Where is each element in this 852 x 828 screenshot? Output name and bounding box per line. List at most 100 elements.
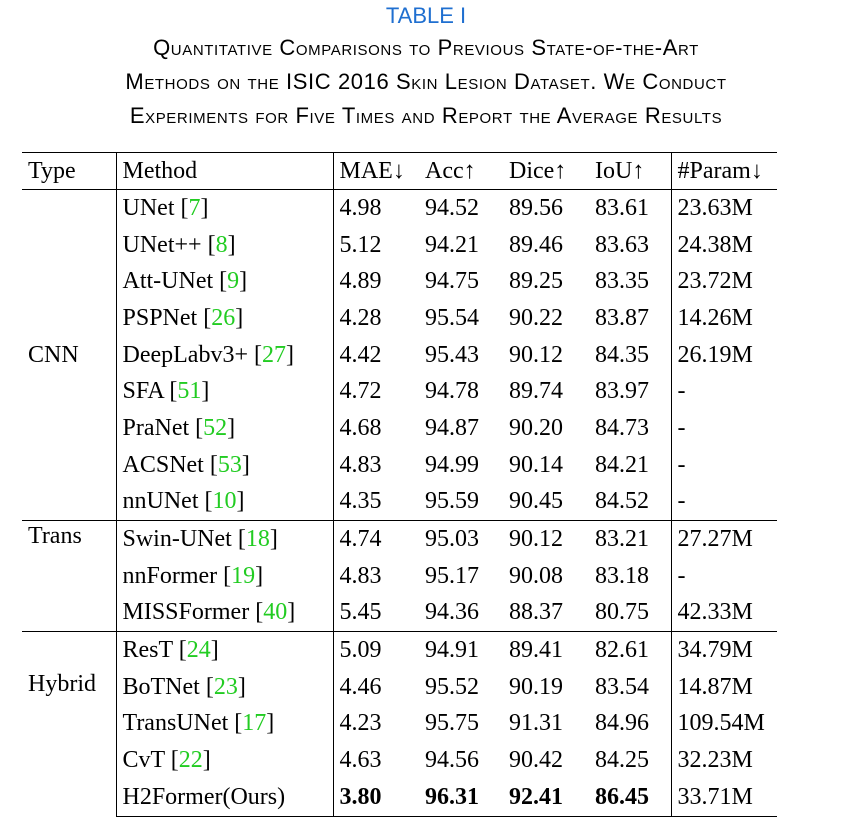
acc-cell: 94.78 [425, 378, 479, 405]
acc-cell: 94.52 [425, 194, 479, 221]
method-name: Att-UNet [122, 268, 214, 295]
citation-link[interactable]: 8 [215, 231, 228, 258]
citation-link[interactable]: 40 [263, 599, 288, 626]
method-name: PraNet [122, 414, 190, 441]
table-row: MISSFormer [40] 5.45 94.36 88.37 80.75 4… [22, 594, 777, 632]
method-cell: CvT [22] [115, 742, 333, 779]
dice-cell: 90.08 [509, 562, 563, 589]
dice-cell: 90.12 [503, 520, 589, 558]
iou-cell: 84.73 [595, 414, 649, 441]
citation-link[interactable]: 52 [203, 414, 228, 441]
method-name: nnFormer [122, 562, 218, 589]
dice-cell: 90.20 [509, 414, 563, 441]
iou-cell: 84.25 [595, 747, 649, 774]
group-label-trans: Trans [22, 520, 116, 632]
mae-cell: 4.63 [332, 742, 419, 779]
param-cell: - [670, 373, 777, 411]
iou-cell: 83.35 [595, 268, 649, 295]
method-name: TransUNet [122, 710, 229, 737]
citation-link[interactable]: 26 [211, 304, 236, 331]
param-cell: - [670, 446, 777, 484]
dice-cell-best: 92.41 [503, 779, 589, 817]
method-cell: ACSNet [53] [115, 446, 333, 484]
citation-link[interactable]: 23 [213, 673, 238, 700]
table-number: TABLE I [385, 3, 467, 28]
param-cell: 14.26M [670, 300, 777, 337]
method-name: UNet++ [122, 231, 202, 258]
acc-cell: 94.21 [425, 231, 479, 258]
method-cell: nnUNet [10] [115, 483, 333, 521]
acc-cell-best: 96.31 [419, 779, 503, 817]
citation-link[interactable]: 9 [227, 268, 240, 295]
citation-link[interactable]: 18 [245, 526, 270, 553]
citation-link[interactable]: 17 [242, 710, 267, 737]
param-cell: 23.72M [670, 263, 777, 301]
dice-cell: 91.31 [509, 710, 563, 737]
citation-link[interactable]: 27 [261, 341, 286, 368]
citation-link[interactable]: 53 [217, 451, 242, 478]
iou-cell: 83.54 [595, 673, 649, 700]
param-cell: - [670, 483, 777, 521]
method-name: DeepLabv3+ [122, 341, 248, 368]
citation-link[interactable]: 24 [186, 637, 211, 664]
citation-link[interactable]: 51 [177, 378, 202, 405]
table-row: SFA [51] 4.72 94.78 89.74 83.97 - [22, 373, 777, 411]
param-cell: 42.33M [670, 594, 777, 632]
method-name: ResT [122, 637, 173, 664]
acc-cell: 94.99 [425, 451, 479, 478]
method-cell: PSPNet [26] [115, 300, 333, 337]
method-name: UNet [122, 194, 175, 221]
method-name: ACSNet [122, 451, 204, 478]
method-name: H2Former(Ours) [122, 783, 286, 810]
citation-link[interactable]: 7 [188, 194, 201, 221]
citation-link[interactable]: 22 [178, 747, 203, 774]
header-iou: IoU↑ [589, 152, 671, 190]
citation-link[interactable]: 10 [212, 488, 237, 515]
mae-cell: 4.46 [332, 668, 419, 706]
method-cell: nnFormer [19] [115, 557, 333, 595]
results-table: Type Method MAE↓ Acc↑ Dice↑ IoU↑ #Param↓… [22, 152, 777, 817]
header-acc: Acc↑ [419, 152, 503, 190]
header-method: Method [115, 152, 333, 190]
acc-cell: 95.52 [425, 673, 479, 700]
acc-cell: 94.87 [425, 414, 479, 441]
mae-cell: 5.12 [332, 226, 419, 264]
method-name: CvT [122, 747, 165, 774]
header-mae: MAE↓ [332, 152, 419, 190]
method-cell: Att-UNet [9] [115, 263, 333, 301]
iou-cell: 83.21 [589, 520, 671, 558]
acc-cell: 95.75 [425, 710, 479, 737]
mae-cell: 4.28 [332, 300, 419, 337]
dice-cell: 90.22 [509, 304, 563, 331]
param-cell: - [670, 557, 777, 595]
iou-cell: 83.18 [595, 562, 649, 589]
dice-cell: 89.46 [509, 231, 563, 258]
mae-cell: 4.89 [332, 263, 419, 301]
table-caption-line-2: Methods on the ISIC 2016 Skin Lesion Dat… [125, 69, 727, 94]
method-cell: TransUNet [17] [115, 705, 333, 743]
iou-cell: 84.35 [595, 341, 649, 368]
param-cell: 33.71M [670, 779, 777, 817]
param-cell: 26.19M [670, 336, 777, 374]
table-row: TransUNet [17] 4.23 95.75 91.31 84.96 10… [22, 705, 777, 743]
citation-link[interactable]: 19 [231, 562, 256, 589]
method-name: BoTNet [122, 673, 200, 700]
table-row: ACSNet [53] 4.83 94.99 90.14 84.21 - [22, 446, 777, 484]
mae-cell: 4.83 [332, 557, 419, 595]
param-cell: 14.87M [670, 668, 777, 706]
table-row: Hybrid ResT [24] 5.09 94.91 89.41 82.61 … [22, 631, 777, 817]
method-cell: UNet [7] [115, 189, 333, 227]
method-cell: UNet++ [8] [115, 226, 333, 264]
iou-cell: 80.75 [595, 599, 649, 626]
param-cell: - [670, 410, 777, 447]
table-row: UNet++ [8] 5.12 94.21 89.46 83.63 24.38M [22, 226, 777, 264]
acc-cell: 94.56 [425, 747, 479, 774]
dice-cell: 89.25 [509, 268, 563, 295]
acc-cell: 95.43 [425, 341, 479, 368]
param-cell: 23.63M [670, 189, 777, 227]
group-label-hybrid: Hybrid [22, 631, 116, 817]
iou-cell: 83.61 [595, 194, 649, 221]
header-row: Type Method MAE↓ Acc↑ Dice↑ IoU↑ #Param↓ [22, 152, 777, 190]
method-cell: ResT [24] [115, 631, 333, 669]
